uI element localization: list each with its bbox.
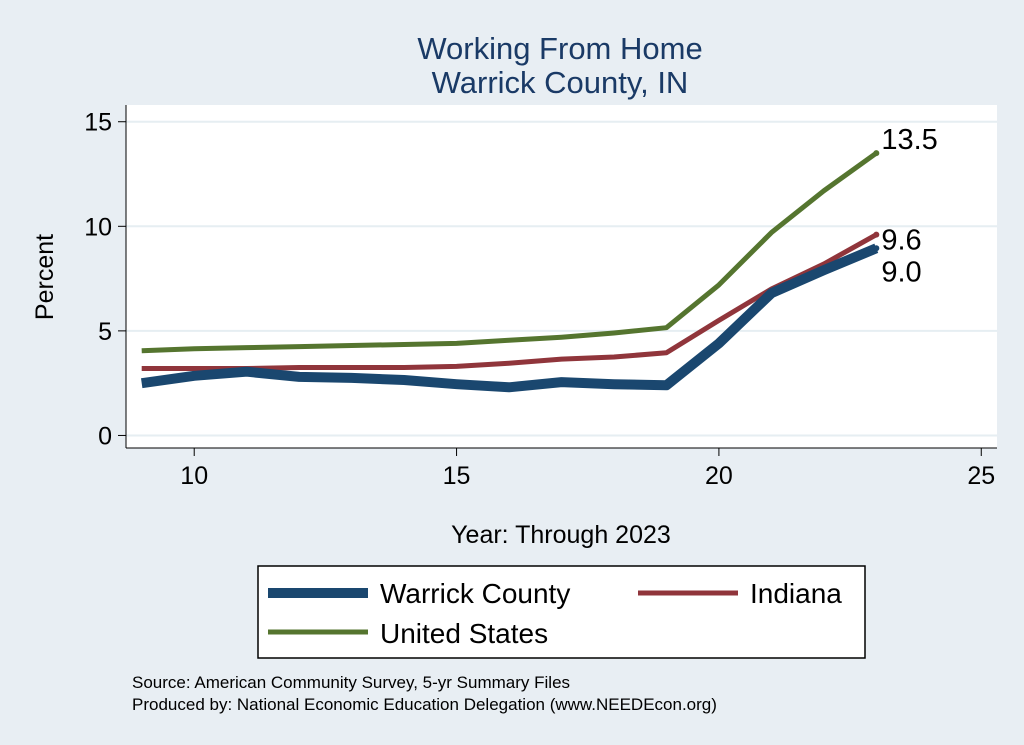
end-point-warrick-county — [873, 245, 880, 252]
end-labels: 9.09.6 13.5 — [881, 124, 937, 288]
legend-box — [257, 565, 866, 659]
y-axis-ticks: 0 5 10 15 — [84, 109, 126, 450]
end-point-indiana — [873, 231, 880, 238]
series-lines — [141, 150, 880, 393]
y-tick-label: 15 — [84, 109, 112, 137]
source-note: Source: American Community Survey, 5-yr … — [132, 673, 570, 692]
chart-title-line-1: Working From Home — [417, 31, 702, 66]
x-axis-label: Year: Through 2023 — [451, 521, 671, 549]
end-point-united-states — [873, 150, 880, 157]
end-label-indiana: 9.6 — [881, 225, 921, 257]
y-tick-label: 0 — [98, 422, 112, 450]
y-tick-label: 10 — [84, 213, 112, 241]
produced-by-note: Produced by: National Economic Education… — [132, 695, 717, 714]
plot-area — [126, 105, 997, 448]
x-axis-ticks: 10 15 20 25 — [180, 448, 995, 490]
series-line-united-states — [141, 151, 878, 354]
y-axis-label: Percent — [31, 234, 59, 320]
x-tick-label: 25 — [967, 462, 995, 490]
legend-label-indiana: Indiana — [750, 578, 842, 609]
x-tick-label: 20 — [705, 462, 733, 490]
legend-label-united-states: United States — [380, 618, 548, 649]
x-tick-label: 10 — [180, 462, 208, 490]
end-label-warrick-county: 9.0 — [881, 256, 921, 288]
y-tick-label: 5 — [98, 318, 112, 346]
series-line-indiana — [141, 232, 878, 371]
gridlines — [126, 120, 997, 437]
chart-title-line-2: Warrick County, IN — [432, 65, 689, 100]
series-line-warrick-county — [141, 243, 879, 393]
legend-label-warrick: Warrick County — [380, 578, 570, 609]
end-label-united-states: 13.5 — [881, 124, 937, 156]
x-tick-label: 15 — [443, 462, 471, 490]
